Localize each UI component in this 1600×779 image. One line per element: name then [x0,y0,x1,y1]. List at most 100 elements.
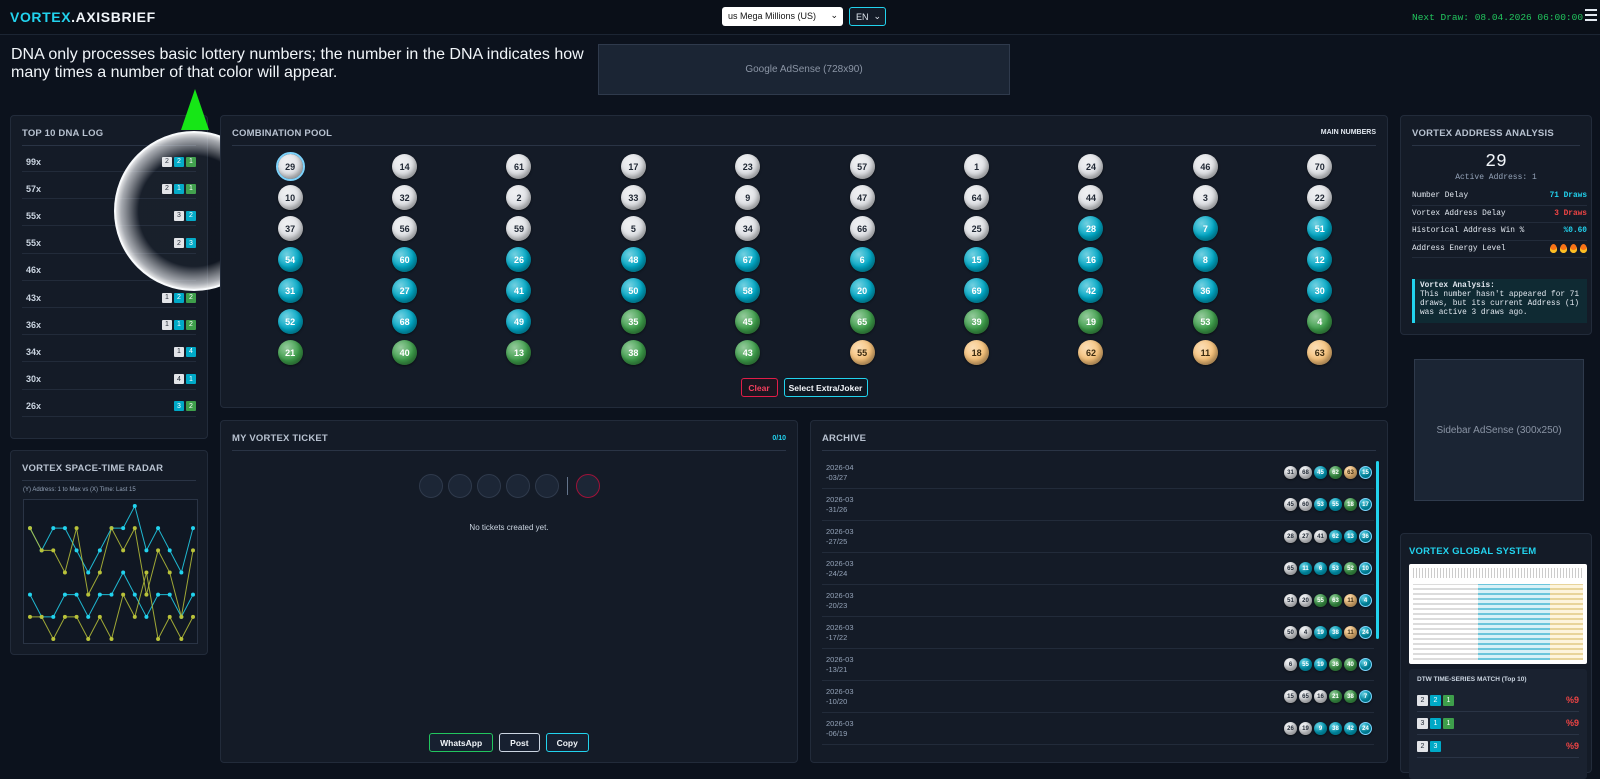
pool-ball[interactable]: 17 [620,154,646,179]
scrollbar[interactable] [1376,461,1379,639]
pool-ball[interactable]: 13 [506,340,532,365]
pool-label: MAIN NUMBERS [1320,129,1376,136]
pool-ball[interactable]: 40 [392,340,418,365]
pool-ball[interactable]: 47 [849,185,875,210]
pool-ball[interactable]: 38 [620,340,646,365]
archive-ball: 27 [1299,530,1312,543]
pool-ball[interactable]: 15 [964,247,990,272]
pool-ball[interactable]: 32 [392,185,418,210]
share-button[interactable]: Post [499,733,540,752]
pool-ball[interactable]: 50 [620,278,646,303]
pool-ball[interactable]: 41 [506,278,532,303]
brand[interactable]: VORTEX.AXISBRIEF [10,9,156,25]
pool-ball[interactable]: 53 [1192,309,1218,334]
pool-ball[interactable]: 59 [506,216,532,241]
pool-ball[interactable]: 63 [1307,340,1333,365]
pool-ball[interactable]: 2 [506,185,532,210]
pool-ball[interactable]: 42 [1078,278,1104,303]
radar-point [39,548,44,553]
pool-ball[interactable]: 48 [620,247,646,272]
stat-row: Historical Address Win % %0.60 [1412,223,1587,241]
archive-ball: 19 [1314,626,1327,639]
pool-ball[interactable]: 20 [849,278,875,303]
brand-b: .AXISBRIEF [71,9,156,25]
pool-ball[interactable]: 11 [1192,340,1218,365]
pool-ball[interactable]: 44 [1078,185,1104,210]
pool-ball[interactable]: 57 [849,154,875,179]
pool-ball[interactable]: 68 [392,309,418,334]
pool-ball[interactable]: 46 [1192,154,1218,179]
lang-select[interactable]: EN ⌄ [849,7,886,26]
pool-ball[interactable]: 18 [964,340,990,365]
pool-ball[interactable]: 31 [277,278,303,303]
flame-icon [1560,244,1567,254]
pool-ball[interactable]: 19 [1078,309,1104,334]
share-button[interactable]: WhatsApp [429,733,494,752]
pool-ball[interactable]: 21 [277,340,303,365]
pool-ball[interactable]: 60 [392,247,418,272]
pool-ball[interactable]: 67 [735,247,761,272]
pool-ball[interactable]: 49 [506,309,532,334]
pool-ball[interactable]: 69 [964,278,990,303]
pool-ball[interactable]: 23 [735,154,761,179]
pool-ball[interactable]: 58 [735,278,761,303]
pool-ball[interactable]: 64 [964,185,990,210]
extra-button[interactable]: Select Extra/Joker [783,378,868,397]
pool-ball[interactable]: 39 [964,309,990,334]
pool-ball[interactable]: 36 [1192,278,1218,303]
system-thumbnail[interactable] [1409,564,1587,664]
pool-ball[interactable]: 45 [735,309,761,334]
pool-ball[interactable]: 6 [849,247,875,272]
pool-ball[interactable]: 12 [1307,247,1333,272]
pool-ball[interactable]: 54 [277,247,303,272]
pool-ball[interactable]: 14 [392,154,418,179]
pool-ball[interactable]: 22 [1307,185,1333,210]
dtw-chip: 2 [1417,740,1428,752]
pool-ball[interactable]: 10 [277,185,303,210]
pool-ball[interactable]: 43 [735,340,761,365]
pool-ball[interactable]: 8 [1192,247,1218,272]
pool-ball[interactable]: 55 [849,340,875,365]
pool-ball[interactable]: 27 [392,278,418,303]
pool-ball[interactable]: 56 [392,216,418,241]
archive-ball: 55 [1299,658,1312,671]
archive-row: 2026-03-27/25 28 27 41 62 13 36 [822,521,1374,553]
pool-ball[interactable]: 28 [1078,216,1104,241]
pool-ball[interactable]: 9 [735,185,761,210]
pool-ball[interactable]: 61 [506,154,532,179]
pool-ball[interactable]: 30 [1307,278,1333,303]
pool-ball[interactable]: 1 [964,154,990,179]
pool-ball[interactable]: 25 [964,216,990,241]
pool-ball[interactable]: 33 [620,185,646,210]
pool-ball[interactable]: 26 [506,247,532,272]
pool-ball[interactable]: 5 [620,216,646,241]
dna-count: 26x [26,401,42,412]
pool-ball[interactable]: 62 [1078,340,1104,365]
pool-ball[interactable]: 66 [849,216,875,241]
menu-icon[interactable] [1585,9,1597,21]
share-button[interactable]: Copy [545,733,589,752]
pool-ball[interactable]: 29 [275,152,305,181]
archive-ball: 42 [1344,722,1357,735]
pool-ball[interactable]: 4 [1307,309,1333,334]
dtw-chip: 3 [1417,717,1428,729]
pool-ball[interactable]: 35 [620,309,646,334]
pool-ball[interactable]: 70 [1307,154,1333,179]
pool-ball[interactable]: 65 [849,309,875,334]
pool-ball[interactable]: 37 [277,216,303,241]
pool-ball[interactable]: 7 [1192,216,1218,241]
radar-point [167,548,172,553]
pool-ball[interactable]: 51 [1307,216,1333,241]
radar-point [97,570,102,575]
clear-button[interactable]: Clear [740,378,778,397]
pool-ball[interactable]: 3 [1192,185,1218,210]
pool-ball[interactable]: 52 [277,309,303,334]
pool-ball[interactable]: 24 [1078,154,1104,179]
pool-ball[interactable]: 16 [1078,247,1104,272]
game-select[interactable]: us Mega Millions (US) ⌄ [722,7,843,26]
panel-title: COMBINATION POOL [232,128,333,139]
pool-ball[interactable]: 34 [735,216,761,241]
dna-row: 46x [22,261,196,281]
dtw-row: 3 1 1 %9 [1417,712,1579,735]
